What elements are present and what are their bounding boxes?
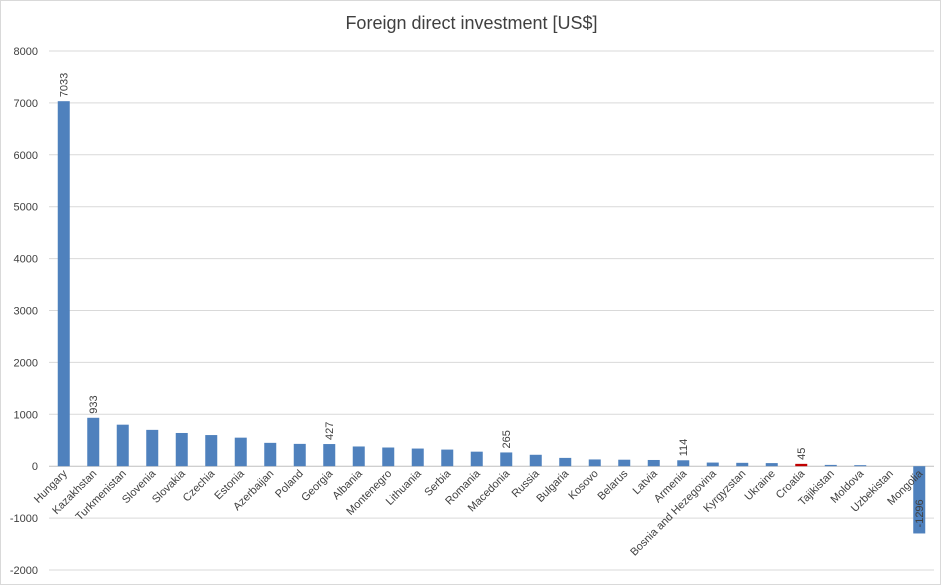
data-label: 427 [324, 422, 336, 440]
bar [323, 444, 336, 467]
y-tick-label: 0 [32, 461, 38, 473]
data-label: 7033 [59, 73, 71, 97]
bar [706, 462, 719, 467]
y-tick-label: 6000 [14, 150, 38, 162]
data-label: 45 [796, 448, 808, 460]
bar [234, 437, 247, 467]
data-label: 265 [501, 430, 513, 448]
y-tick-label: -2000 [10, 565, 38, 577]
x-tick-label: Ukraine [743, 468, 778, 503]
bar [264, 442, 277, 467]
data-label: 933 [88, 395, 100, 413]
y-tick-label: 8000 [14, 46, 38, 58]
bar [529, 454, 542, 467]
bar [647, 459, 660, 467]
x-tick-label: Belarus [596, 467, 631, 502]
y-tick-label: 4000 [14, 254, 38, 266]
bar [736, 462, 749, 467]
bar [57, 101, 70, 467]
x-tick-label: Czechia [181, 467, 218, 504]
chart-title: Foreign direct investment [US$] [345, 13, 598, 33]
x-tick-label: Slovakia [150, 467, 189, 506]
bar [559, 457, 572, 467]
x-tick-label: Kosovo [566, 468, 600, 502]
y-tick-label: 3000 [14, 306, 38, 318]
y-tick-label: 7000 [14, 98, 38, 110]
data-label: -1296 [914, 499, 926, 527]
bar [824, 464, 837, 467]
bar [500, 452, 513, 467]
bar [293, 443, 306, 467]
y-tick-label: 2000 [14, 357, 38, 369]
bar [470, 451, 483, 467]
y-tick-label: 5000 [14, 202, 38, 214]
bar [382, 447, 395, 467]
bar [913, 466, 926, 534]
y-tick-label: -1000 [10, 513, 38, 525]
bar [175, 432, 188, 467]
bar [411, 448, 424, 467]
x-tick-label: Bulgaria [534, 467, 572, 505]
bar [765, 463, 778, 467]
bar [854, 465, 867, 467]
x-tick-label: Georgia [299, 467, 336, 504]
bar [87, 417, 100, 467]
bar [677, 460, 690, 467]
bar [618, 459, 631, 467]
bar [146, 429, 159, 467]
data-label: 114 [678, 439, 690, 457]
bar [441, 449, 454, 467]
bar [205, 435, 218, 467]
bar [352, 446, 365, 467]
y-tick-label: 1000 [14, 409, 38, 421]
bar [116, 424, 129, 467]
bar [795, 463, 808, 467]
bar [588, 459, 601, 467]
